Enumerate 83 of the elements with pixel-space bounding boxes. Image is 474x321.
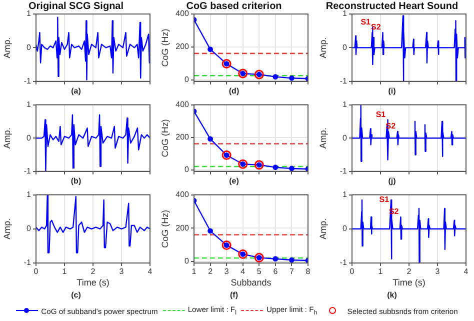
y-axis-title: CoG (Hz) bbox=[160, 28, 170, 67]
x-tick-label: 1 bbox=[378, 267, 384, 276]
y-tick-label: -1 bbox=[24, 258, 32, 268]
y-tick-label: 400 bbox=[176, 190, 190, 200]
annotation: S1 bbox=[376, 110, 386, 119]
text: (c) bbox=[71, 290, 82, 300]
y-tick-label: 0 bbox=[184, 164, 190, 174]
y-tick-label: 0 bbox=[184, 74, 190, 84]
y-tick-label: 400 bbox=[176, 9, 190, 18]
y-axis-title: Amp. bbox=[2, 37, 12, 58]
y-tick-label: 1 bbox=[342, 100, 348, 110]
text: (e) bbox=[229, 176, 240, 186]
x-tick-label: 4 bbox=[464, 267, 469, 276]
y-tick-label: 1 bbox=[26, 190, 32, 200]
x-tick-label: 4 bbox=[148, 267, 153, 276]
y-tick-label: 1 bbox=[342, 9, 348, 18]
text: (a) bbox=[71, 86, 82, 96]
y-tick-label: 0 bbox=[26, 42, 32, 52]
text: (i) bbox=[388, 86, 396, 96]
point bbox=[208, 136, 213, 142]
text: (d) bbox=[228, 86, 240, 96]
x-tick-label: 3 bbox=[119, 267, 124, 276]
y-tick-label: -1 bbox=[24, 166, 32, 176]
annotation: S1 bbox=[360, 18, 372, 27]
text: (b) bbox=[70, 176, 82, 186]
x-axis-title: Time (s) bbox=[392, 277, 426, 288]
y-axis-title: Amp. bbox=[318, 128, 328, 149]
x-tick-label: 8 bbox=[306, 267, 311, 276]
x-axis-title: Time (s) bbox=[76, 277, 110, 288]
x-tick-label: 4 bbox=[240, 267, 246, 276]
x-tick-label: 1 bbox=[62, 267, 68, 276]
point bbox=[272, 164, 278, 170]
x-tick-label: 2 bbox=[208, 267, 214, 276]
y-tick-label: 0 bbox=[342, 42, 348, 52]
y-tick-label: 0 bbox=[26, 133, 32, 142]
text: (k) bbox=[387, 290, 398, 300]
y-tick-label: 400 bbox=[176, 100, 190, 110]
x-tick-label: 2 bbox=[90, 267, 96, 276]
y-tick-label: 1 bbox=[26, 9, 32, 18]
y-tick-label: -1 bbox=[340, 76, 348, 86]
x-tick-label: 5 bbox=[256, 267, 262, 276]
y-tick-label: 0 bbox=[342, 133, 348, 142]
point bbox=[208, 46, 213, 52]
point bbox=[272, 74, 278, 80]
point bbox=[222, 240, 232, 250]
y-tick-label: -1 bbox=[340, 166, 348, 176]
chart-title: Original SCG Signal bbox=[28, 0, 124, 12]
x-axis-title: Subbands bbox=[230, 277, 272, 288]
annotation: S2 bbox=[370, 22, 382, 32]
y-tick-label: 200 bbox=[176, 223, 190, 232]
point bbox=[289, 75, 294, 81]
x-tick-label: 3 bbox=[224, 267, 230, 276]
y-tick-label: -1 bbox=[340, 258, 348, 268]
y-axis-title: Amp. bbox=[318, 37, 328, 58]
y-tick-label: 200 bbox=[176, 42, 190, 52]
x-tick-label: 7 bbox=[289, 267, 294, 276]
y-tick-label: 1 bbox=[26, 100, 32, 110]
x-tick-label: 1 bbox=[192, 267, 197, 276]
y-tick-label: 200 bbox=[176, 132, 190, 142]
x-tick-label: 0 bbox=[350, 267, 355, 276]
y-tick-label: 0 bbox=[26, 224, 32, 234]
y-axis-title: CoG (Hz) bbox=[160, 119, 170, 158]
point bbox=[289, 257, 294, 263]
y-tick-label: 0 bbox=[184, 256, 190, 266]
text: (f) bbox=[230, 290, 238, 300]
y-tick-label: 1 bbox=[342, 190, 348, 200]
y-tick-label: 0 bbox=[342, 224, 348, 234]
x-tick-label: 6 bbox=[273, 267, 278, 276]
x-tick-label: 0 bbox=[34, 267, 39, 276]
text: (j) bbox=[388, 176, 396, 186]
y-axis-title: Amp. bbox=[2, 218, 12, 240]
point bbox=[289, 166, 294, 172]
y-axis-title: Amp. bbox=[318, 218, 328, 240]
annotation: S1 bbox=[379, 195, 390, 204]
chart-title: CoG based criterion bbox=[186, 0, 282, 12]
x-tick-label: 2 bbox=[406, 267, 412, 276]
y-tick-label: -1 bbox=[24, 76, 32, 86]
y-axis-title: CoG (Hz) bbox=[160, 210, 170, 248]
x-tick-label: 3 bbox=[435, 267, 440, 276]
chart-title: Reconstructed Heart Sound bbox=[326, 0, 458, 12]
y-axis-title: Amp. bbox=[2, 128, 12, 149]
point bbox=[208, 228, 213, 234]
point bbox=[272, 256, 278, 262]
